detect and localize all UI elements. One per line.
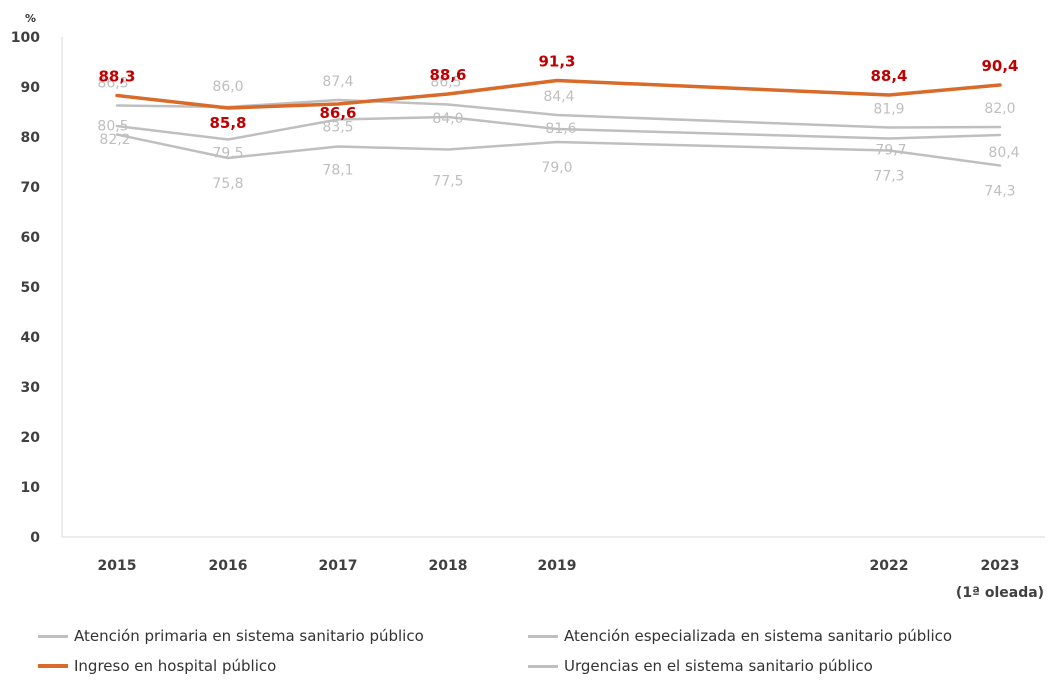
data-label: 77,5: [432, 174, 463, 190]
legend-label-urgencias: Urgencias en el sistema sanitario públic…: [564, 657, 873, 675]
y-tick-label: 100: [11, 30, 40, 46]
x-tick-label: 2019: [538, 558, 577, 574]
data-label: 86,6: [319, 104, 356, 122]
legend-item-hospital: Ingreso en hospital público: [38, 654, 276, 678]
data-label: 82,0: [984, 101, 1015, 117]
data-label: 84,4: [543, 89, 574, 105]
x-tick-label: 2017: [319, 558, 358, 574]
y-tick-label: 0: [30, 530, 40, 546]
legend-swatch-hospital: [38, 664, 68, 668]
legend-label-hospital: Ingreso en hospital público: [74, 657, 277, 675]
data-label: 74,3: [984, 184, 1015, 200]
y-tick-label: 10: [21, 480, 41, 496]
line-chart: 0 10 20 30 40 50 60 70 80 90 100 2015 2016 2017 2018 20…: [11, 30, 1045, 601]
data-label: 84,0: [432, 111, 463, 127]
legend-item-especializada: Atención especializada en sistema sanita…: [528, 624, 952, 648]
data-label: 82,2: [99, 132, 130, 148]
data-label: 83,5: [322, 120, 353, 136]
data-label: 85,8: [209, 114, 246, 132]
legend-swatch-urgencias: [528, 664, 558, 668]
y-tick-label: 20: [21, 430, 41, 446]
data-label: 81,6: [545, 121, 576, 137]
series-line-2: [115, 78, 1002, 110]
legend-label-primaria: Atención primaria en sistema sanitario p…: [74, 627, 424, 645]
series-line-1: [115, 115, 1002, 141]
x-tick-sublabel: (1ª oleada): [956, 585, 1044, 601]
y-tick-label: 30: [21, 380, 41, 396]
x-tick-label: 2018: [429, 558, 468, 574]
data-label: 80,5: [97, 119, 128, 135]
x-tick-label: 2015: [98, 558, 137, 574]
y-tick-label: 80: [21, 130, 41, 146]
data-label: 80,4: [988, 145, 1019, 161]
chart-legend: Atención primaria en sistema sanitario p…: [38, 624, 1038, 684]
data-label: 79,0: [541, 160, 572, 176]
data-label: 87,4: [322, 74, 353, 90]
legend-item-urgencias: Urgencias en el sistema sanitario públic…: [528, 654, 873, 678]
data-label: 90,4: [981, 57, 1018, 75]
data-label: 79,7: [875, 143, 906, 159]
data-label: 91,3: [538, 53, 575, 71]
y-tick-label: 50: [21, 280, 41, 296]
series-line-3: [115, 133, 1002, 167]
legend-item-primaria: Atención primaria en sistema sanitario p…: [38, 624, 424, 648]
y-tick-label: 90: [21, 80, 41, 96]
legend-label-especializada: Atención especializada en sistema sanita…: [564, 627, 953, 645]
data-label: 79,5: [212, 146, 243, 162]
x-tick-label: 2022: [870, 558, 909, 574]
data-label: 88,3: [98, 68, 135, 86]
legend-swatch-especializada: [528, 634, 558, 638]
data-label: 86,0: [212, 79, 243, 95]
y-tick-label: 70: [21, 180, 41, 196]
data-label: 86,5: [430, 75, 461, 91]
data-label: 78,1: [322, 163, 353, 179]
data-label: 81,9: [873, 102, 904, 118]
data-label: 88,6: [429, 66, 466, 84]
data-label: 77,3: [873, 169, 904, 185]
data-label: 88,4: [870, 67, 907, 85]
data-label: 86,3: [97, 76, 128, 92]
y-tick-label: 60: [21, 230, 41, 246]
data-label: 75,8: [212, 176, 243, 192]
y-tick-label: 40: [21, 330, 41, 346]
y-unit-label: %: [25, 12, 37, 25]
x-tick-label: 2023: [981, 558, 1020, 574]
legend-swatch-primaria: [38, 634, 68, 638]
x-tick-label: 2016: [209, 558, 248, 574]
